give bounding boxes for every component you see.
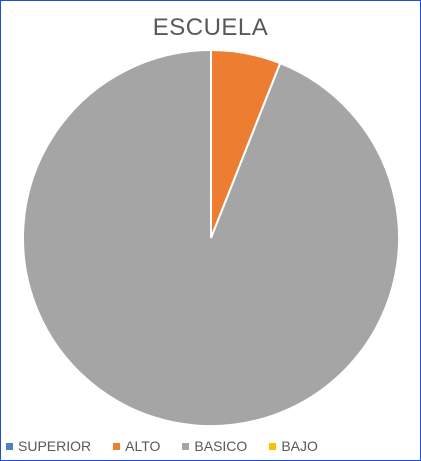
legend-swatch bbox=[113, 442, 121, 450]
legend-label: ALTO bbox=[125, 438, 161, 454]
pie-slice-basico bbox=[22, 48, 400, 427]
legend-label: SUPERIOR bbox=[18, 438, 92, 454]
chart-legend: SUPERIOR ALTO BASICO BAJO bbox=[6, 436, 318, 456]
legend-swatch bbox=[6, 442, 13, 450]
legend-label: BASICO bbox=[194, 438, 248, 454]
legend-swatch bbox=[269, 442, 277, 450]
legend-item-bajo: BAJO bbox=[269, 438, 318, 454]
legend-label: BAJO bbox=[281, 438, 318, 454]
legend-item-alto: ALTO bbox=[113, 438, 160, 454]
chart-title: ESCUELA bbox=[152, 14, 269, 41]
legend-item-basico: BASICO bbox=[182, 438, 247, 454]
legend-swatch bbox=[182, 442, 190, 450]
legend-item-superior: SUPERIOR bbox=[6, 438, 91, 454]
